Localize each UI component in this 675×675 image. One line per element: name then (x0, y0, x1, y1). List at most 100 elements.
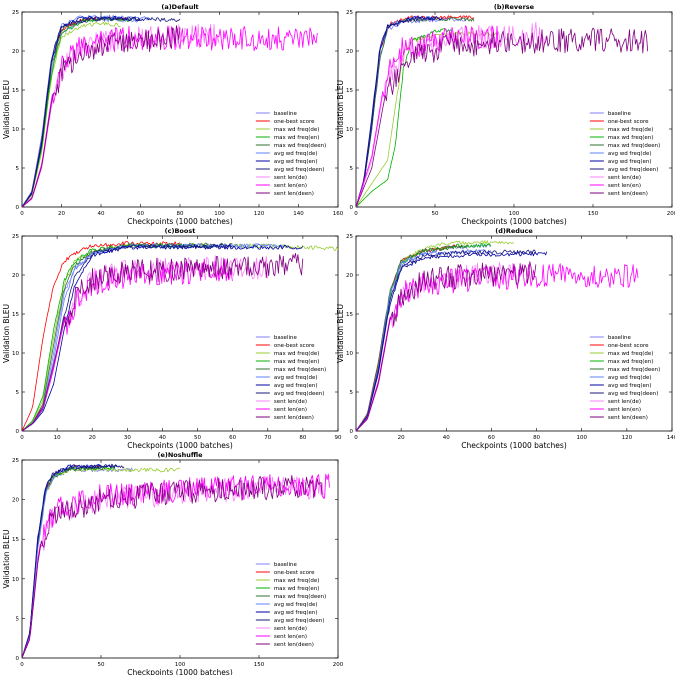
y-tick-label: 10 (12, 577, 19, 583)
y-tick-label: 15 (12, 312, 19, 318)
x-tick-label: 100 (509, 211, 520, 217)
legend-label: baseline (608, 335, 632, 341)
series-line (355, 243, 492, 432)
legend-label: avg wd freq(de) (274, 151, 318, 157)
series-line (355, 16, 436, 208)
x-tick-label: 0 (354, 211, 358, 217)
legend-label: max wd freq(deen) (274, 143, 326, 149)
y-axis-label: Validation BLEU (2, 530, 11, 589)
legend-label: avg wd freq(deen) (274, 391, 325, 397)
legend-label: avg wd freq(en) (608, 159, 652, 165)
legend-label: max wd freq(de) (608, 127, 654, 133)
x-axis-label: Checkpoints (1000 batches) (127, 668, 233, 675)
chart-title: (e)Noshuffle (157, 451, 203, 459)
x-tick-label: 20 (398, 435, 405, 441)
series-line (21, 17, 131, 208)
legend-label: max wd freq(de) (274, 578, 320, 584)
series-line (355, 261, 537, 432)
legend-label: max wd freq(deen) (274, 367, 326, 373)
legend-label: sent len(en) (274, 183, 307, 189)
legend-label: avg wd freq(en) (274, 159, 318, 165)
series-line (355, 31, 499, 208)
y-tick-label: 10 (12, 351, 19, 357)
y-tick-label: 5 (16, 166, 20, 172)
y-tick-label: 0 (16, 656, 20, 662)
x-tick-label: 120 (254, 211, 265, 217)
legend-label: sent len(de) (608, 399, 641, 405)
x-tick-label: 0 (20, 662, 24, 668)
x-tick-label: 40 (443, 435, 450, 441)
series-line (21, 243, 215, 432)
series-line (21, 473, 330, 659)
series-line (21, 475, 323, 659)
legend-label: baseline (274, 335, 298, 341)
legend-label: avg wd freq(en) (274, 610, 318, 616)
series-line (355, 16, 475, 208)
x-tick-label: 50 (432, 211, 439, 217)
series-line (21, 463, 102, 659)
legend-label: avg wd freq(de) (274, 375, 318, 381)
x-tick-label: 80 (177, 211, 184, 217)
y-tick-label: 5 (350, 166, 354, 172)
legend-label: max wd freq(de) (608, 351, 654, 357)
series-line (21, 258, 233, 432)
x-tick-label: 40 (159, 435, 166, 441)
x-tick-label: 100 (175, 662, 186, 668)
legend-label: avg wd freq(deen) (608, 391, 659, 397)
legend-label: sent len(deen) (608, 415, 648, 421)
legend-label: avg wd freq(deen) (274, 618, 325, 624)
series-line (21, 464, 102, 659)
series-line (21, 25, 181, 208)
legend-label: avg wd freq(deen) (274, 167, 325, 173)
legend-label: one-best score (608, 119, 649, 125)
legend-label: max wd freq(de) (274, 351, 320, 357)
x-tick-label: 0 (354, 435, 358, 441)
legend-label: baseline (608, 111, 632, 117)
x-tick-label: 100 (576, 435, 587, 441)
y-tick-label: 20 (12, 273, 19, 279)
series-line (355, 27, 649, 208)
x-tick-label: 160 (333, 211, 344, 217)
y-tick-label: 10 (346, 127, 353, 133)
series-line (21, 21, 121, 208)
x-tick-label: 60 (488, 435, 495, 441)
legend-label: avg wd freq(en) (608, 383, 652, 389)
x-axis-label: Checkpoints (1000 batches) (461, 217, 567, 226)
legend-label: sent len(en) (274, 407, 307, 413)
y-axis-label: Validation BLEU (336, 304, 345, 363)
x-tick-label: 20 (58, 211, 65, 217)
x-tick-label: 0 (20, 211, 24, 217)
chart-title: (d)Reduce (495, 227, 533, 235)
x-tick-label: 70 (264, 435, 271, 441)
x-tick-label: 80 (299, 435, 306, 441)
legend-label: sent len(de) (608, 175, 641, 181)
series-line (21, 16, 181, 208)
y-tick-label: 15 (346, 88, 353, 94)
series-line (355, 28, 452, 208)
x-tick-label: 40 (98, 211, 105, 217)
legend-label: avg wd freq(de) (608, 375, 652, 381)
y-tick-label: 5 (16, 616, 20, 622)
chart-panel: (d)Reduce 0 20 40 60 80 100 120 140 0 5 10 15 20 25 Che… (336, 227, 675, 450)
legend-label: max wd freq(deen) (608, 367, 660, 373)
y-tick-label: 5 (16, 390, 20, 396)
series-line (355, 243, 491, 432)
y-axis-label: Validation BLEU (2, 304, 11, 363)
y-tick-label: 0 (16, 205, 20, 211)
legend-label: avg wd freq(deen) (608, 167, 659, 173)
y-tick-label: 20 (346, 49, 353, 55)
legend-label: one-best score (608, 343, 649, 349)
legend-label: baseline (274, 562, 298, 568)
chart-title: (a)Default (161, 3, 198, 11)
x-tick-label: 140 (293, 211, 304, 217)
y-tick-label: 20 (12, 49, 19, 55)
y-tick-label: 25 (12, 10, 19, 16)
chart-panel: (e)Noshuffle 0 50 100 150 200 0 5 10 15 20 25 Checkp… (2, 451, 344, 675)
series-line (21, 23, 220, 208)
legend-label: max wd freq(deen) (608, 143, 660, 149)
x-tick-label: 80 (533, 435, 540, 441)
legend-label: max wd freq(en) (274, 586, 320, 592)
legend-label: max wd freq(de) (274, 127, 320, 133)
x-axis-label: Checkpoints (1000 batches) (127, 441, 233, 450)
